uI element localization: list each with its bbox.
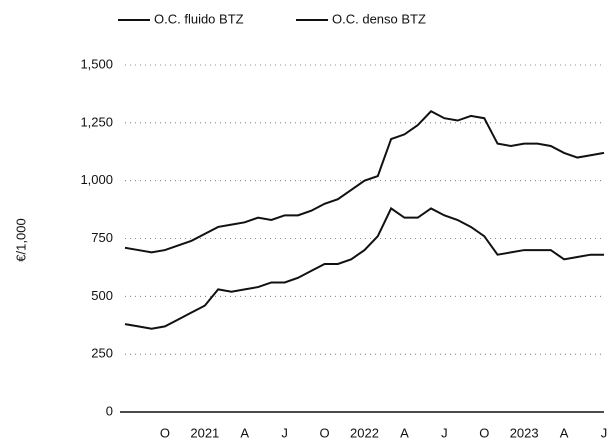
x-tick-label: A xyxy=(560,425,569,440)
x-tick-label: O xyxy=(320,425,330,440)
y-tick-label: 750 xyxy=(91,230,113,245)
x-tick-label: J xyxy=(281,425,288,440)
x-tick-label: J xyxy=(441,425,448,440)
line-series xyxy=(124,206,604,330)
x-tick-label: O xyxy=(479,425,489,440)
y-tick-label: 250 xyxy=(91,346,113,361)
x-tick-label: J xyxy=(601,425,608,440)
x-tick-label: 2023 xyxy=(510,425,539,440)
x-tick-label: 2021 xyxy=(190,425,219,440)
legend-label: O.C. denso BTZ xyxy=(332,11,426,26)
x-tick-label: A xyxy=(400,425,409,440)
y-axis-label: €/1,000 xyxy=(13,218,28,261)
y-tick-label: 0 xyxy=(106,403,113,418)
x-tick-label: A xyxy=(240,425,249,440)
x-tick-label: 2022 xyxy=(350,425,379,440)
y-tick-label: 1,500 xyxy=(80,56,113,71)
line-series xyxy=(124,110,605,254)
legend-label: O.C. fluido BTZ xyxy=(154,11,244,26)
x-tick-label: O xyxy=(160,425,170,440)
y-tick-label: 1,000 xyxy=(80,172,113,187)
y-tick-label: 1,250 xyxy=(80,114,113,129)
y-tick-label: 500 xyxy=(91,288,113,303)
